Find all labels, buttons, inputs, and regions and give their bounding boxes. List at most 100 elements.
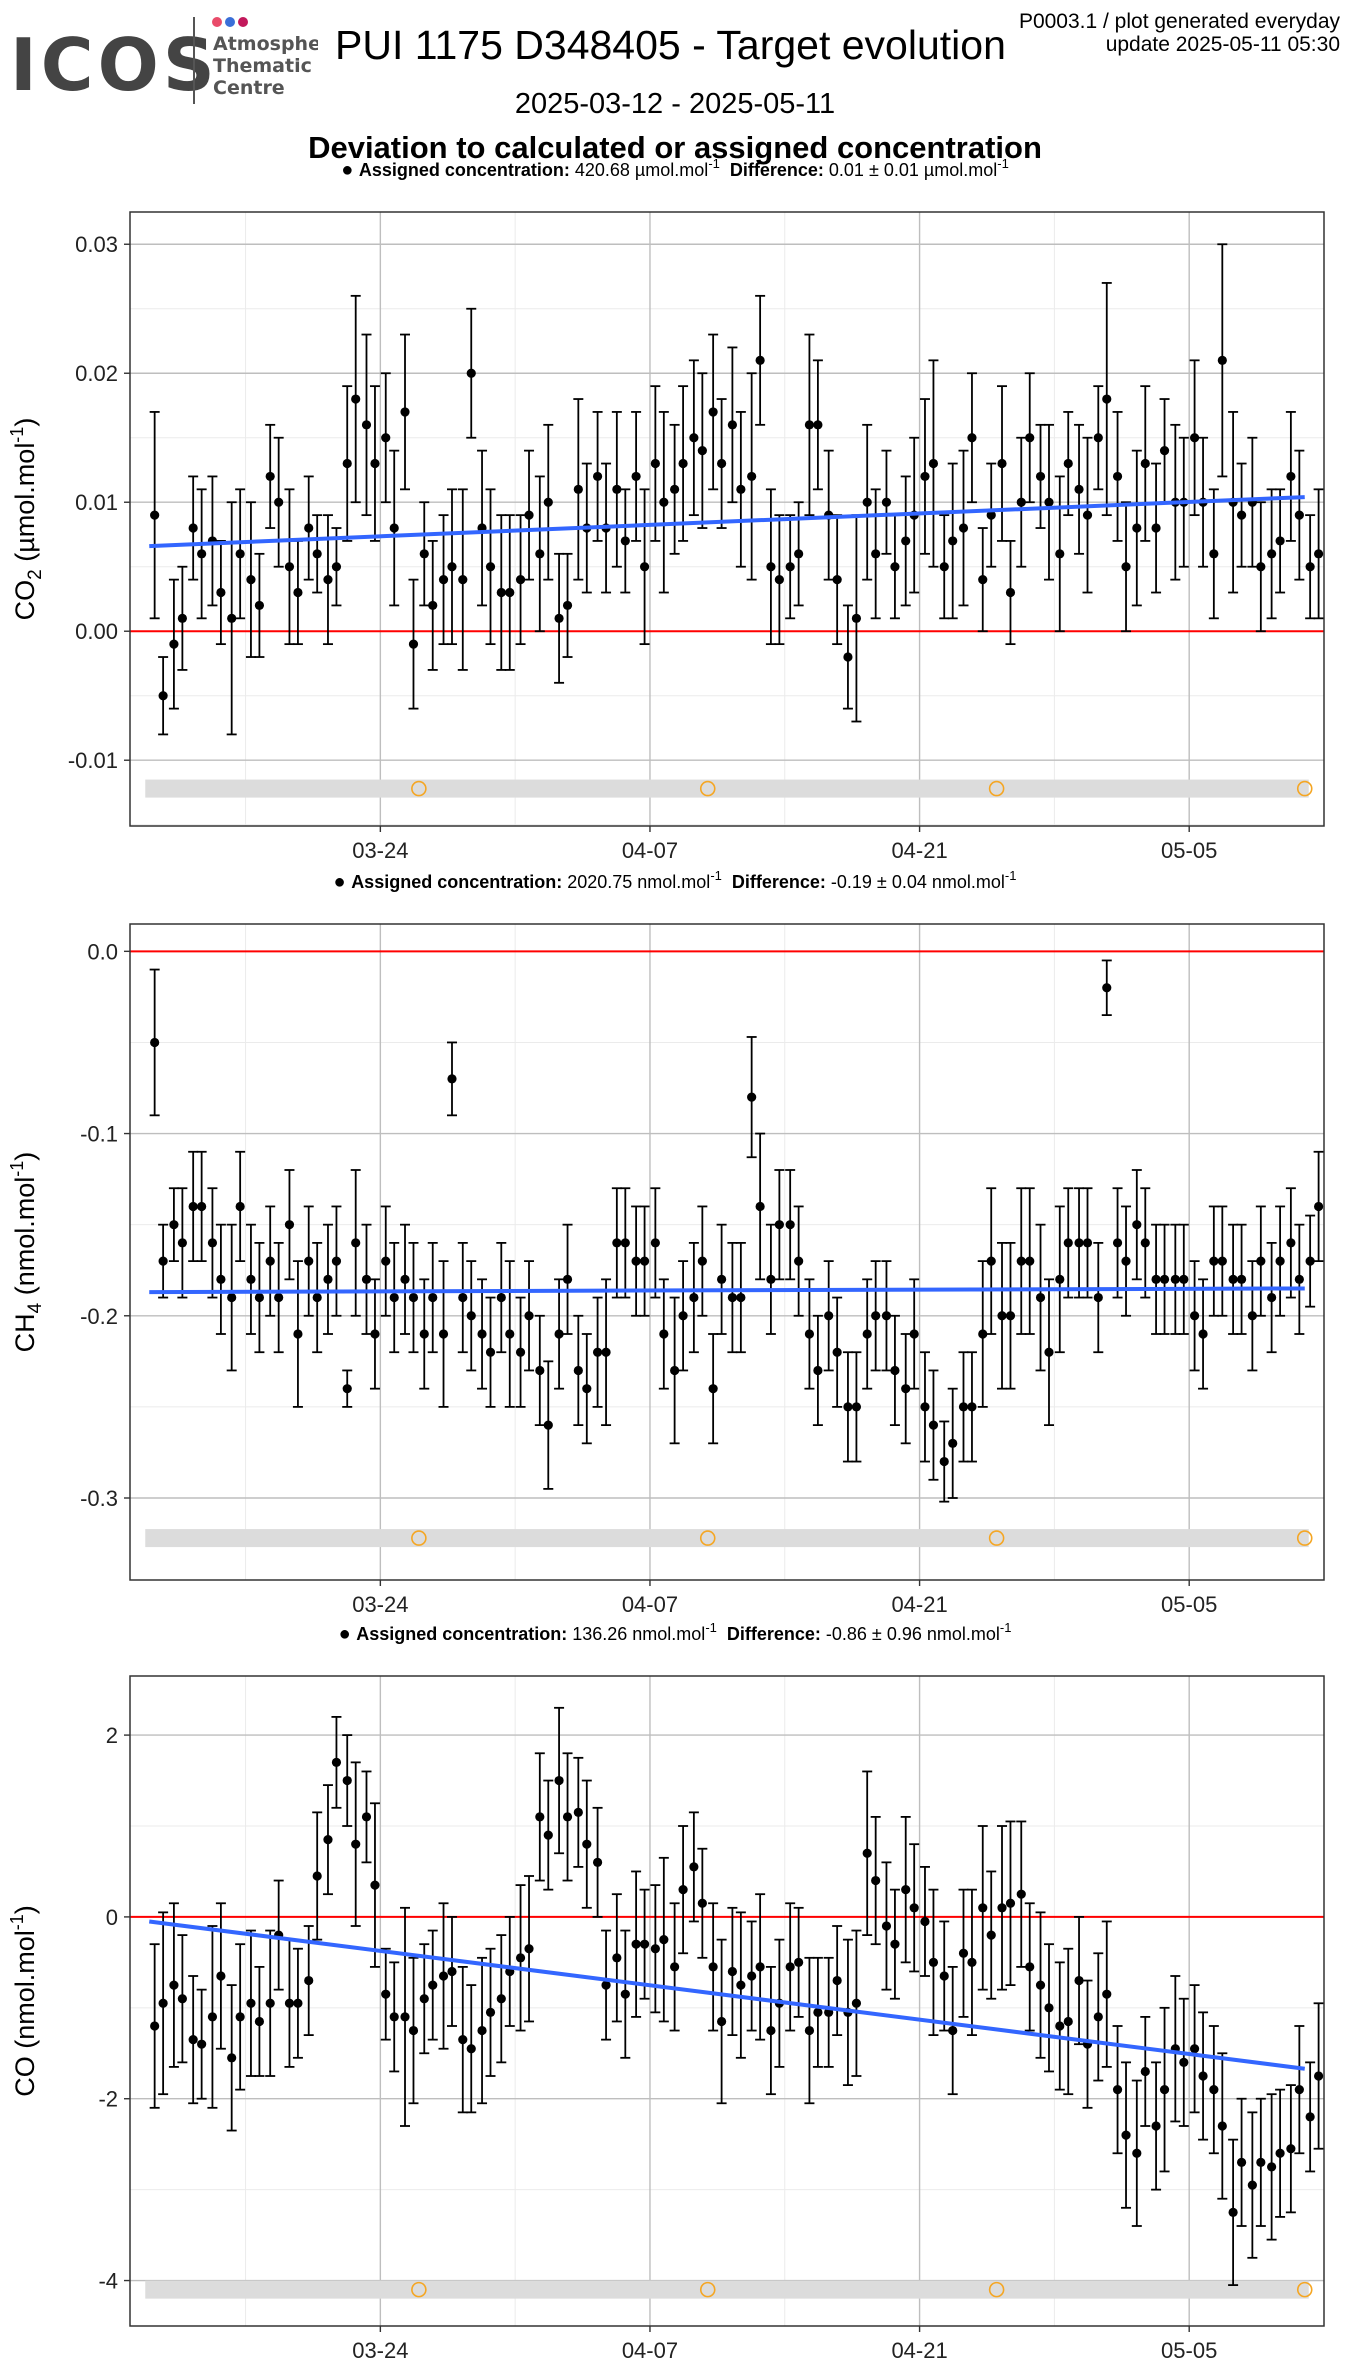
data-point <box>169 1220 179 1230</box>
legend-difference-superscript: -1 <box>1005 868 1017 883</box>
data-point <box>939 562 949 572</box>
y-axis-label-main: CH <box>10 1313 40 1352</box>
data-point <box>158 1998 168 2008</box>
y-axis-label-superscript: -1 <box>7 1914 27 1930</box>
legend-bullet: ● <box>339 1623 357 1645</box>
data-point <box>246 575 256 585</box>
data-point <box>197 549 207 559</box>
data-point <box>708 1384 718 1394</box>
data-point <box>535 1365 545 1376</box>
data-point <box>689 433 699 443</box>
data-point <box>573 484 583 494</box>
data-point <box>485 1347 496 1357</box>
data-point <box>235 1201 245 1212</box>
data-point <box>562 1812 573 1822</box>
data-point <box>1132 2148 1142 2158</box>
data-point <box>304 523 314 533</box>
panel-border <box>129 923 1325 1581</box>
y-tick-label: -2 <box>98 2087 118 2112</box>
data-point <box>428 600 438 611</box>
data-point <box>1035 1292 1046 1303</box>
x-tick-label: 03-24 <box>352 2338 408 2363</box>
data-point <box>939 1456 949 1467</box>
data-point <box>323 1835 333 1845</box>
y-tick-label: -0.01 <box>68 748 118 773</box>
data-point <box>978 1329 988 1339</box>
logo-subtext-2: Thematic <box>213 55 312 77</box>
data-point <box>997 458 1007 469</box>
data-point <box>419 549 429 559</box>
data-point <box>832 1347 842 1357</box>
y-axis-label-close: ) <box>10 1152 40 1161</box>
data-point <box>524 1311 534 1321</box>
flag-marker <box>699 2281 716 2298</box>
data-point <box>477 2025 487 2036</box>
y-tick-label: -0.3 <box>80 1486 118 1511</box>
data-point <box>650 458 660 469</box>
data-point <box>978 575 988 585</box>
generation-schedule: P0003.1 / plot generated everyday <box>1018 10 1340 33</box>
data-point <box>381 1989 391 1999</box>
data-point <box>1217 1256 1227 1266</box>
logo-dot-1 <box>212 17 222 27</box>
data-point <box>158 691 168 701</box>
data-point <box>293 1329 303 1339</box>
data-point <box>650 1238 660 1248</box>
x-tick-label: 03-24 <box>352 1592 408 1617</box>
data-point <box>304 1975 314 1986</box>
data-point <box>216 587 226 598</box>
data-point <box>207 1238 218 1248</box>
data-point <box>535 1812 545 1822</box>
data-point <box>515 1953 526 1963</box>
data-point <box>562 600 573 611</box>
y-axis-label-close: ) <box>10 418 40 427</box>
data-point <box>986 1930 996 1940</box>
data-point <box>958 1948 969 1958</box>
data-point <box>438 575 449 585</box>
data-point <box>254 600 265 611</box>
data-point <box>1074 1238 1084 1248</box>
data-point <box>1314 2071 1324 2081</box>
data-point <box>188 2035 198 2045</box>
data-point <box>639 1939 650 1949</box>
trend-line <box>149 1286 1305 1295</box>
data-point <box>438 1971 449 1981</box>
data-point <box>197 2039 207 2049</box>
data-point <box>1189 2044 1200 2054</box>
data-point <box>967 433 977 443</box>
data-point <box>1140 1238 1150 1248</box>
data-point <box>851 1402 862 1412</box>
data-point <box>928 458 939 469</box>
data-point <box>207 2012 218 2022</box>
data-point <box>1286 2144 1296 2154</box>
data-point <box>447 1966 457 1977</box>
legend-assigned-value: 420.68 µmol.mol <box>575 160 708 180</box>
data-point <box>958 523 969 533</box>
flag-marker <box>1296 2281 1313 2298</box>
data-point <box>928 1420 939 1430</box>
data-point <box>1112 471 1123 482</box>
data-point <box>697 1898 707 1908</box>
data-point <box>246 1998 256 2008</box>
data-point <box>631 1256 641 1266</box>
data-point <box>727 420 737 430</box>
data-point <box>708 407 718 417</box>
data-point <box>1286 1238 1296 1248</box>
legend-assigned-label: Assigned concentration: <box>356 1624 572 1644</box>
data-point <box>1132 1220 1142 1230</box>
data-point <box>881 497 892 507</box>
data-point <box>804 2025 815 2036</box>
x-tick-label: 04-21 <box>891 838 947 863</box>
data-point <box>447 562 457 572</box>
data-point <box>351 1839 361 1849</box>
data-point <box>620 1238 630 1248</box>
y-axis-label: CO (nmol.mol-1) <box>7 1905 40 2097</box>
data-point <box>458 2035 468 2045</box>
x-tick-label: 05-05 <box>1161 2338 1217 2363</box>
data-point <box>254 2016 265 2027</box>
data-point <box>1236 2157 1247 2167</box>
data-point <box>601 1980 611 1990</box>
data-point <box>689 1292 699 1303</box>
data-point <box>967 1402 977 1412</box>
